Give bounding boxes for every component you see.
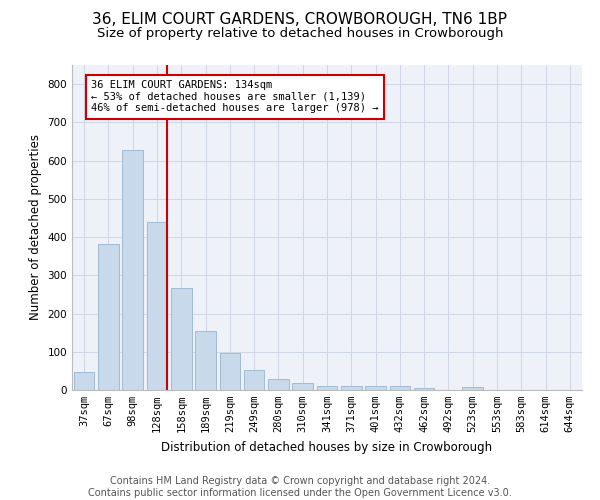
X-axis label: Distribution of detached houses by size in Crowborough: Distribution of detached houses by size … xyxy=(161,440,493,454)
Bar xyxy=(463,388,483,390)
Bar xyxy=(244,370,265,390)
Bar xyxy=(389,386,410,390)
Bar xyxy=(146,222,167,390)
Bar xyxy=(268,380,289,390)
Text: 36, ELIM COURT GARDENS, CROWBOROUGH, TN6 1BP: 36, ELIM COURT GARDENS, CROWBOROUGH, TN6… xyxy=(92,12,508,28)
Bar xyxy=(74,372,94,390)
Text: Size of property relative to detached houses in Crowborough: Size of property relative to detached ho… xyxy=(97,28,503,40)
Text: 36 ELIM COURT GARDENS: 134sqm
← 53% of detached houses are smaller (1,139)
46% o: 36 ELIM COURT GARDENS: 134sqm ← 53% of d… xyxy=(91,80,379,114)
Bar xyxy=(195,330,216,390)
Bar xyxy=(171,288,191,390)
Y-axis label: Number of detached properties: Number of detached properties xyxy=(29,134,42,320)
Bar xyxy=(98,244,119,390)
Bar xyxy=(292,383,313,390)
Bar xyxy=(414,388,434,390)
Bar xyxy=(122,150,143,390)
Bar xyxy=(365,386,386,390)
Bar xyxy=(317,386,337,390)
Bar xyxy=(220,352,240,390)
Bar xyxy=(341,386,362,390)
Text: Contains HM Land Registry data © Crown copyright and database right 2024.
Contai: Contains HM Land Registry data © Crown c… xyxy=(88,476,512,498)
